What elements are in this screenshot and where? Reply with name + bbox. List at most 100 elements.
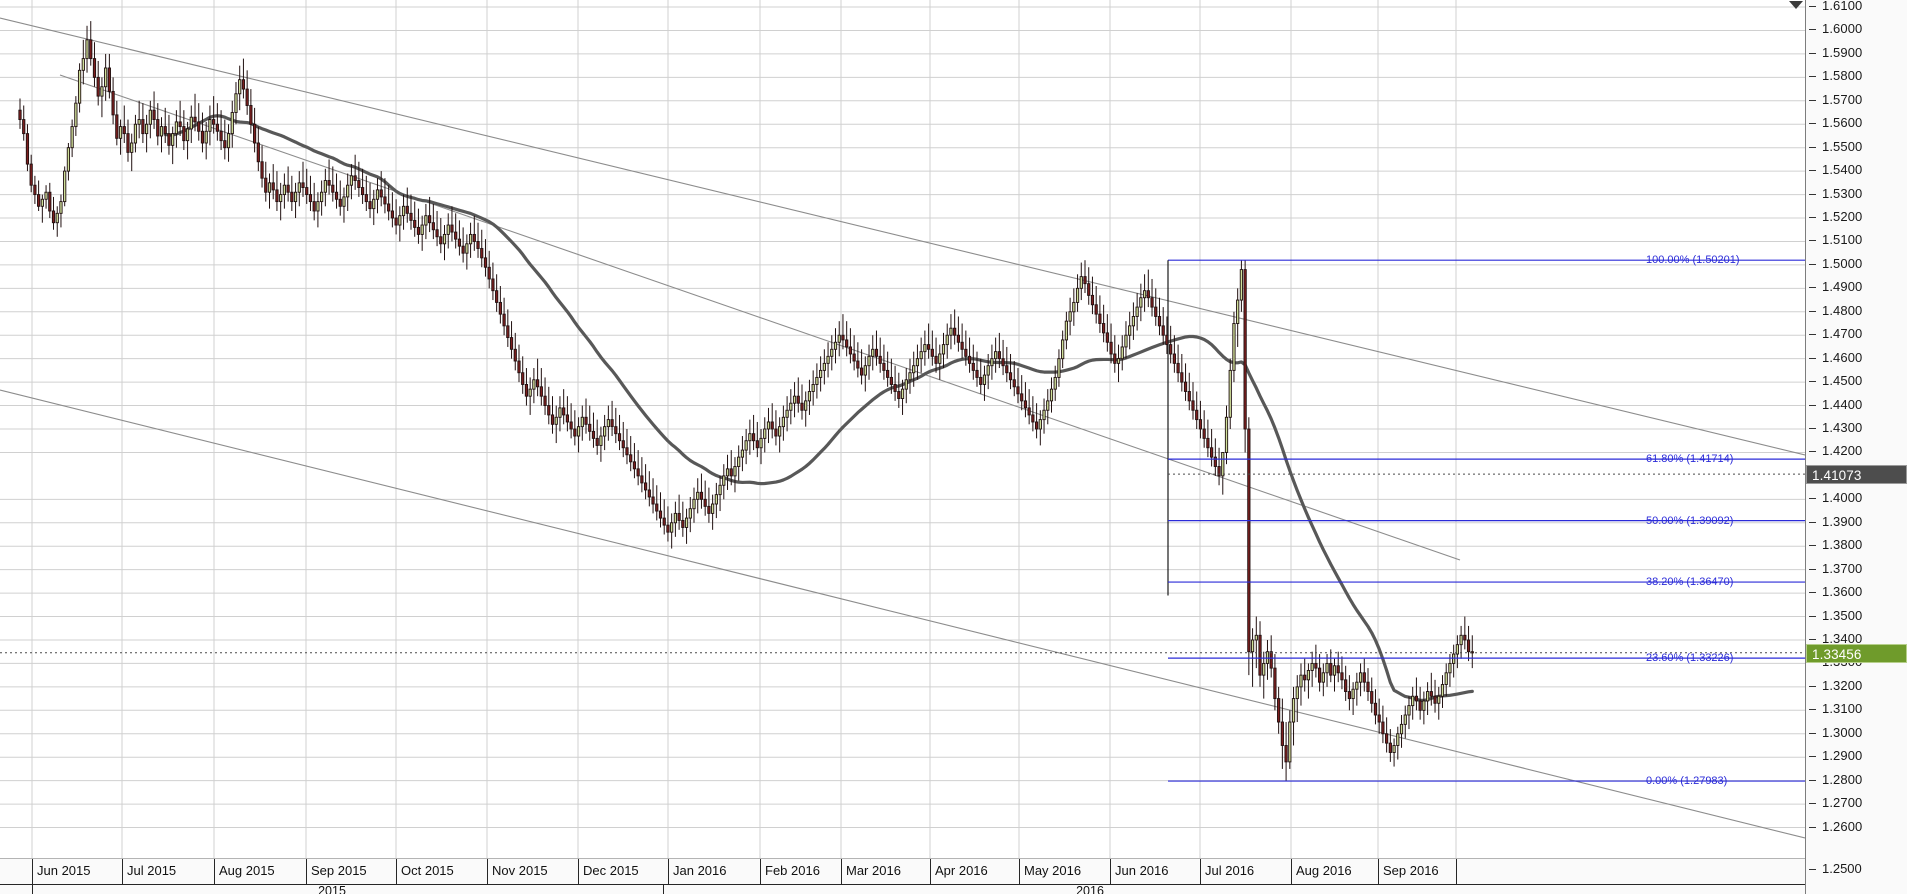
chevron-down-icon[interactable]: [1789, 1, 1803, 9]
fibonacci-level-label: 100.00% (1.50201): [1646, 254, 1740, 267]
price-axis-label: 1.6100: [1822, 0, 1863, 14]
time-axis-separator: [1378, 859, 1379, 884]
price-axis-label: 1.5800: [1822, 68, 1863, 84]
axis-tick-dash: [1809, 662, 1816, 664]
time-axis-separator: [1456, 859, 1457, 884]
axis-tick-dash: [1809, 498, 1816, 500]
price-level-dotted-lines: [0, 473, 1805, 654]
fibonacci-level-label: 0.00% (1.27983): [1646, 775, 1728, 788]
time-axis-label: Aug 2015: [219, 863, 275, 878]
axis-tick-dash: [1809, 521, 1816, 523]
price-axis-label: 1.4300: [1822, 420, 1863, 435]
price-axis-label: 1.5000: [1822, 255, 1863, 271]
price-axis-label: 1.2700: [1822, 795, 1863, 811]
price-axis-bottom-label: 1.2500: [1822, 861, 1862, 876]
fibonacci-level-label: 38.20% (1.36470): [1646, 576, 1734, 589]
price-axis-label: 1.4400: [1822, 396, 1863, 412]
time-axis-separator: [1291, 859, 1292, 884]
fibonacci-level-label: 23.60% (1.33226): [1646, 652, 1734, 665]
axis-tick-dash: [1809, 803, 1816, 805]
time-axis-label: Apr 2016: [935, 863, 988, 878]
axis-tick-dash: [1809, 638, 1816, 640]
year-axis-label: 2016: [1076, 884, 1104, 894]
time-axis-label: Nov 2015: [492, 863, 548, 878]
price-axis-label: 1.3500: [1822, 607, 1863, 623]
time-axis-label: Jun 2015: [37, 863, 91, 878]
price-axis-label: 1.2900: [1822, 748, 1863, 764]
axis-tick-dash: [1809, 76, 1816, 78]
axis-tick-dash: [1809, 451, 1816, 453]
time-axis-label: May 2016: [1024, 863, 1082, 878]
candlestick-chart-svg: [0, 0, 1805, 858]
axis-tick-dash: [1809, 99, 1816, 101]
axis-corner: 1.2500: [1805, 858, 1907, 894]
axis-tick-dash: [1809, 869, 1816, 870]
axis-tick-dash: [1809, 756, 1816, 758]
time-axis-separator: [487, 859, 488, 884]
price-axis-label: 1.3200: [1822, 677, 1863, 693]
price-axis-label: 1.3700: [1822, 560, 1863, 576]
time-axis-label: Mar 2016: [846, 863, 901, 878]
price-axis-label: 1.3900: [1822, 513, 1863, 529]
price-axis-label: 1.2600: [1822, 818, 1863, 834]
time-axis-separator: [1200, 859, 1201, 884]
time-axis-label: Jan 2016: [673, 863, 727, 878]
axis-tick-dash: [1809, 615, 1816, 617]
axis-tick-dash: [1809, 404, 1816, 406]
time-axis-label: Sep 2015: [311, 863, 367, 878]
time-axis-separator: [32, 859, 33, 884]
axis-tick-dash: [1809, 826, 1816, 828]
price-axis-label: 1.5400: [1822, 162, 1863, 178]
time-axis-separator: [214, 859, 215, 884]
time-axis-separator: [306, 859, 307, 884]
price-axis[interactable]: 1.6100 1.6000 1.5900 1.5800 1.5700 1.5600 1.55…: [1805, 0, 1907, 858]
year-axis-separator: [32, 885, 33, 894]
time-axis[interactable]: Jun 2015 Jul 2015 Aug 2015 Sep 2015 Oct 2015…: [0, 858, 1805, 894]
price-axis-label: 1.4700: [1822, 326, 1863, 342]
price-axis-label: 1.5100: [1822, 232, 1863, 248]
time-axis-label: Oct 2015: [401, 863, 454, 878]
candlesticks: [18, 21, 1474, 781]
time-axis-separator: [841, 859, 842, 884]
axis-tick-dash: [1809, 545, 1816, 547]
axis-tick-dash: [1809, 568, 1816, 570]
axis-tick-dash: [1809, 381, 1816, 383]
price-axis-label: 1.3400: [1822, 630, 1863, 646]
axis-tick-dash: [1809, 6, 1816, 8]
time-axis-bottom-rule: [0, 884, 1805, 885]
price-axis-label: 1.4800: [1822, 302, 1863, 318]
time-axis-separator: [760, 859, 761, 884]
fibonacci-level-label: 61.80% (1.41714): [1646, 453, 1734, 466]
price-axis-label: 1.3100: [1822, 701, 1863, 717]
price-axis-label: 1.5600: [1822, 115, 1863, 131]
price-axis-label: 1.3800: [1822, 537, 1863, 553]
price-axis-label: 1.4500: [1822, 373, 1863, 389]
grid-lines: [0, 0, 1805, 858]
axis-tick-dash: [1809, 263, 1816, 265]
time-axis-label: Dec 2015: [583, 863, 639, 878]
axis-tick-dash: [1809, 240, 1816, 242]
time-axis-label: Aug 2016: [1296, 863, 1352, 878]
time-axis-label: Jul 2016: [1205, 863, 1255, 878]
time-axis-top-rule: [0, 858, 1805, 859]
axis-tick-dash: [1809, 709, 1816, 711]
price-axis-label: 1.4600: [1822, 349, 1863, 365]
axis-tick-dash: [1809, 287, 1816, 289]
time-axis-label: Feb 2016: [765, 863, 820, 878]
trendlines: [0, 17, 1805, 839]
time-axis-label: Sep 2016: [1383, 863, 1439, 878]
axis-tick-dash: [1809, 170, 1816, 172]
time-axis-separator: [122, 859, 123, 884]
price-axis-label: 1.3600: [1822, 584, 1863, 600]
price-axis-label: 1.5700: [1822, 91, 1863, 107]
axis-tick-dash: [1809, 428, 1816, 429]
fibonacci-levels[interactable]: [1167, 259, 1805, 782]
time-axis-label: Jun 2016: [1115, 863, 1169, 878]
time-axis-separator: [396, 859, 397, 884]
axis-tick-dash: [1809, 779, 1816, 781]
axis-tick-dash: [1809, 29, 1816, 31]
axis-tick-dash: [1809, 334, 1816, 336]
chart-plot-area[interactable]: 100.00% (1.50201) 61.80% (1.41714) 50.00% …: [0, 0, 1805, 858]
price-axis-label: 1.6000: [1822, 21, 1863, 37]
axis-tick-dash: [1809, 685, 1816, 687]
